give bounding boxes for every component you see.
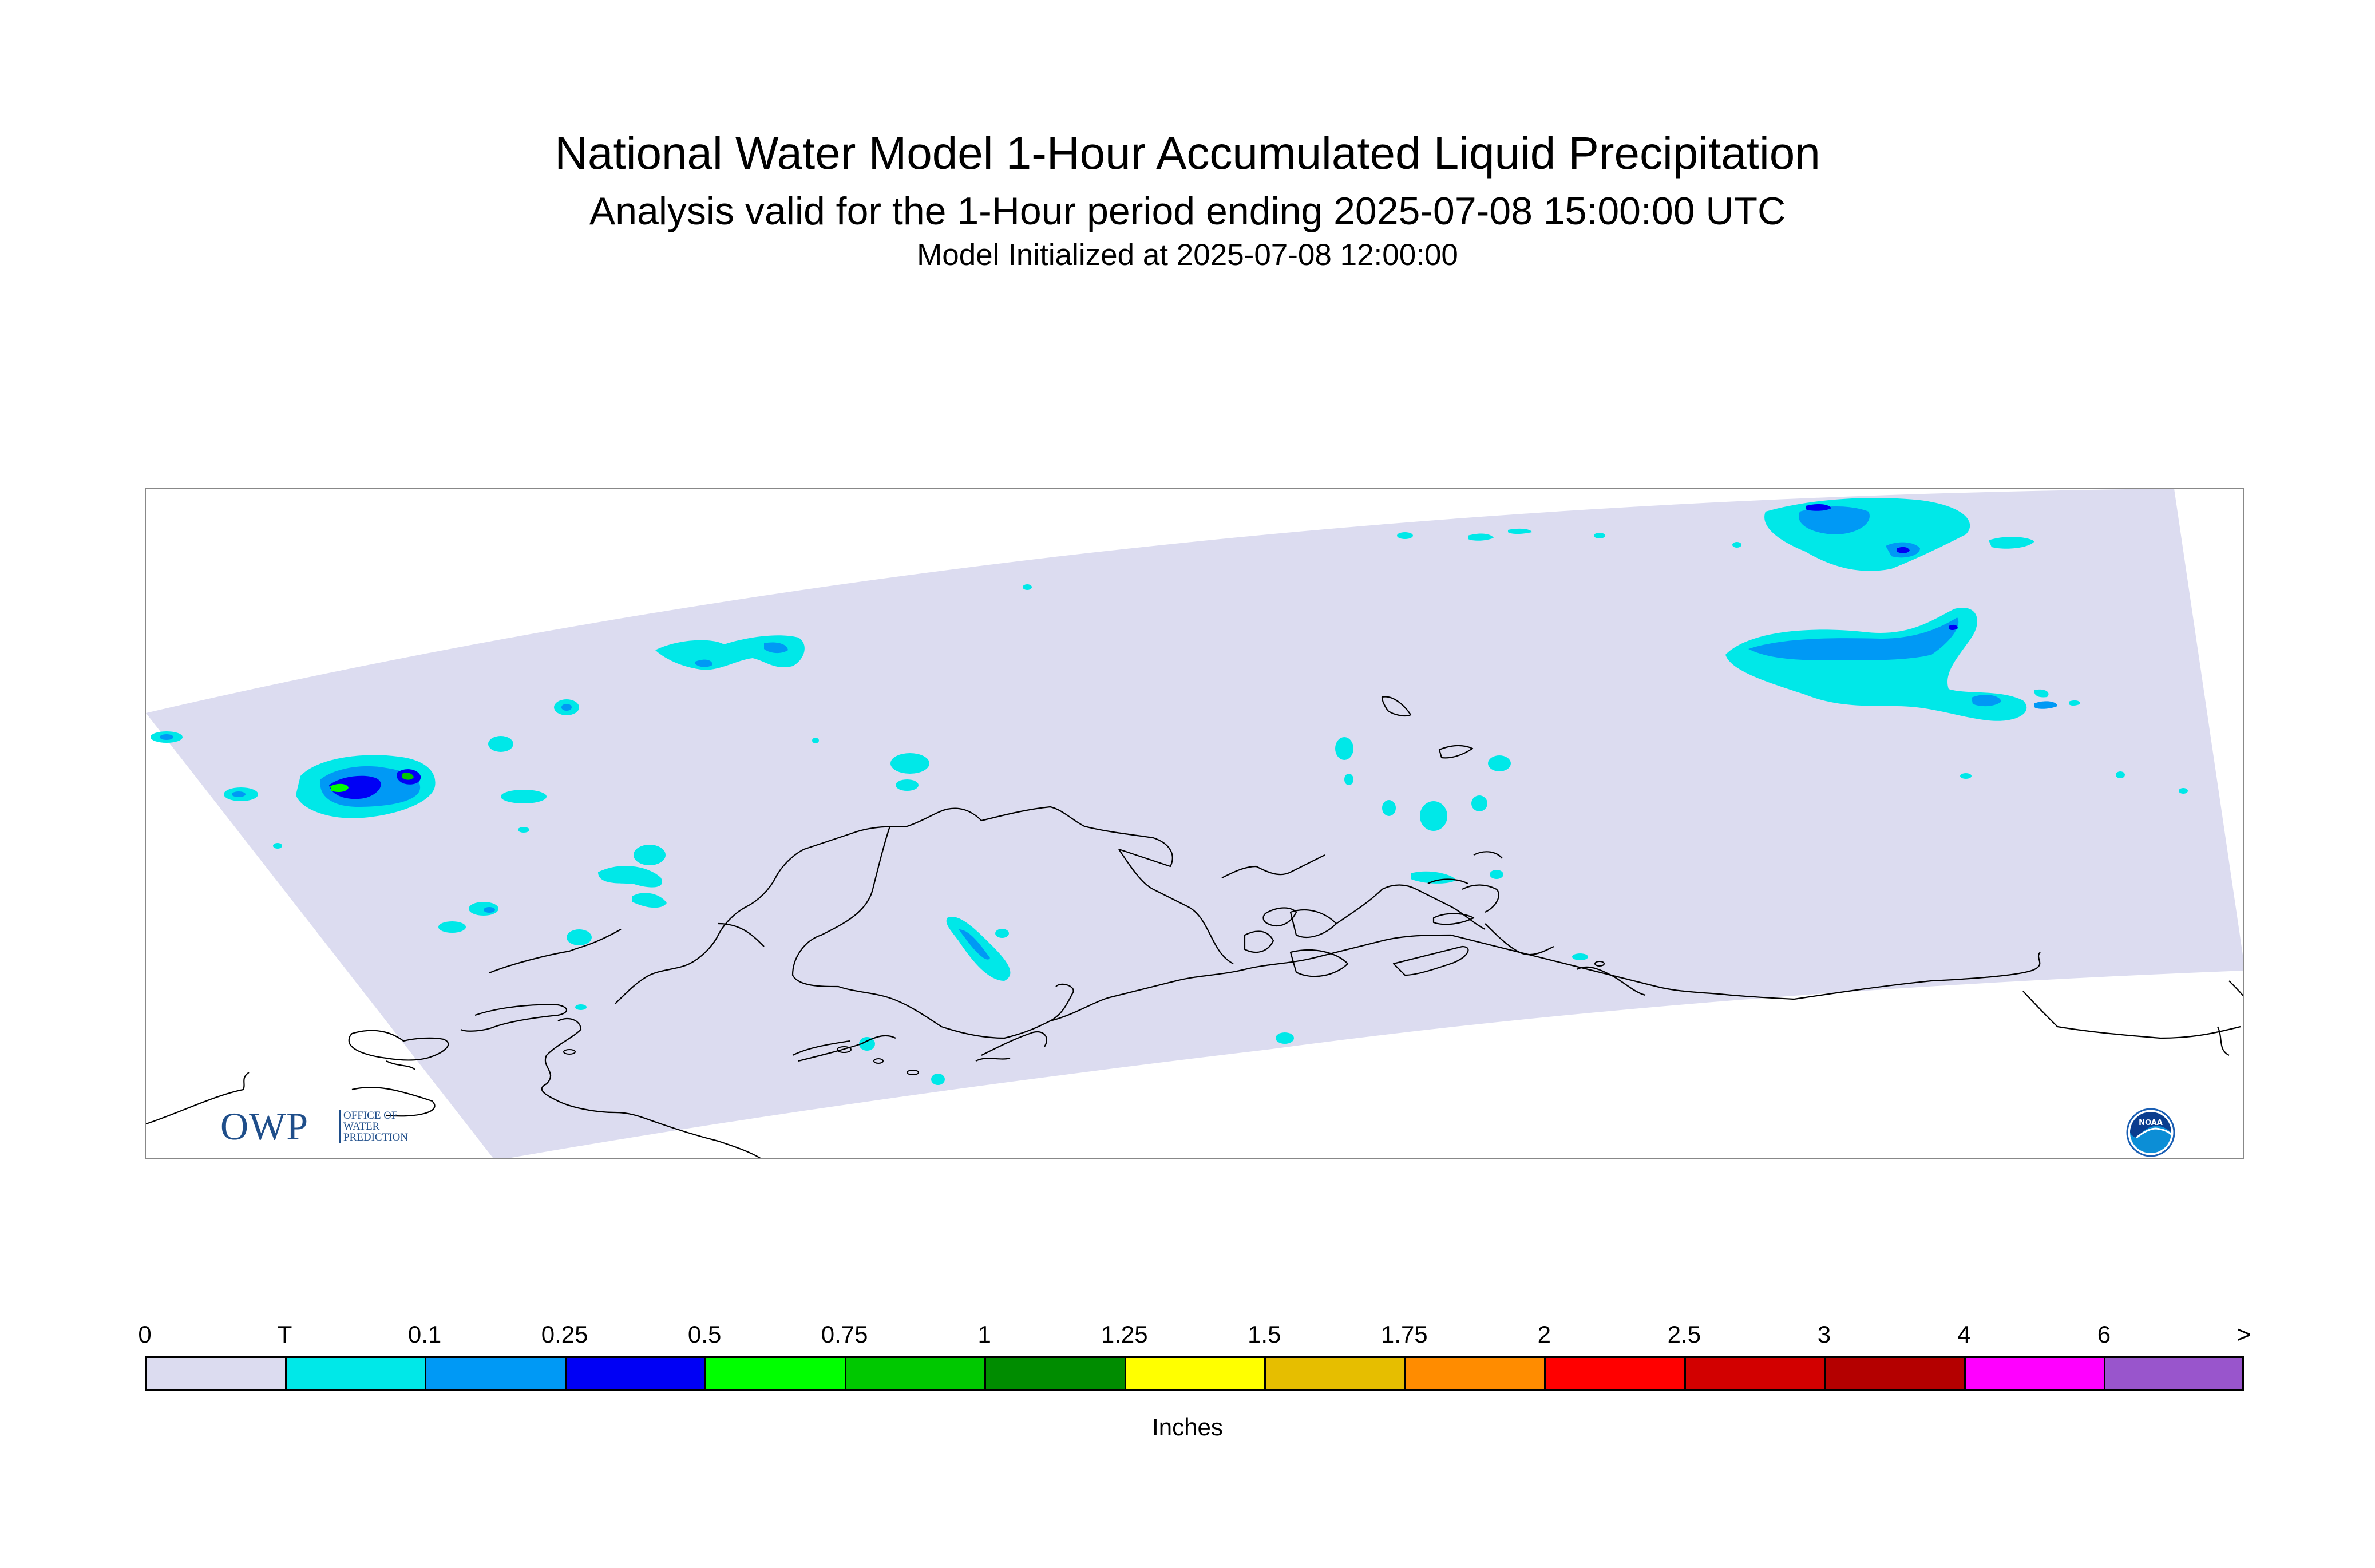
map-panel: OWP OFFICE OF WATER PREDICTION NOAA (145, 488, 2244, 1159)
legend-swatch-3 (564, 1356, 707, 1391)
owp-logo-line2: WATER (343, 1120, 380, 1133)
precip-cell-central-north (655, 635, 805, 670)
legend-tick-label-12: 3 (1817, 1321, 1831, 1348)
owp-logo-line3: PREDICTION (343, 1131, 408, 1143)
legend-tick-label-6: 1 (977, 1321, 991, 1348)
legend-tick-label-7: 1.25 (1101, 1321, 1148, 1348)
precip-cell-northeast (1468, 498, 2034, 571)
owp-logo-text: OFFICE OF WATER PREDICTION (339, 1110, 408, 1143)
legend-tick-label-3: 0.25 (541, 1321, 588, 1348)
precip-scattered (151, 532, 2188, 1085)
legend-tick-label-4: 0.5 (687, 1321, 722, 1348)
legend-tick-label-5: 0.75 (821, 1321, 868, 1348)
precip-cell-east (1725, 608, 2080, 721)
legend-tick-label-9: 1.75 (1380, 1321, 1428, 1348)
legend-swatch-2 (425, 1356, 567, 1391)
legend-swatch-14 (2104, 1356, 2244, 1391)
legend-units-label: Inches (1152, 1413, 1223, 1440)
color-legend (145, 1356, 2244, 1391)
map-subtitle: Analysis valid for the 1-Hour period end… (589, 189, 1786, 233)
legend-tick-label-15: > (2237, 1321, 2251, 1348)
legend-swatch-0 (145, 1356, 287, 1391)
legend-swatch-7 (1124, 1356, 1266, 1391)
legend-tick-label-13: 4 (1957, 1321, 1971, 1348)
noaa-logo-icon: NOAA (2126, 1108, 2175, 1157)
legend-tick-label-11: 2.5 (1667, 1321, 1701, 1348)
owp-logo-line1: OFFICE OF (343, 1110, 398, 1122)
legend-swatch-6 (984, 1356, 1126, 1391)
legend-swatch-4 (704, 1356, 846, 1391)
legend-swatch-12 (1824, 1356, 1966, 1391)
legend-tick-label-14: 6 (2097, 1321, 2111, 1348)
legend-tick-label-8: 1.5 (1248, 1321, 1281, 1348)
legend-swatch-11 (1684, 1356, 1826, 1391)
legend-swatch-13 (1964, 1356, 2106, 1391)
legend-tick-label-2: 0.1 (407, 1321, 442, 1348)
legend-tick-label-10: 2 (1537, 1321, 1551, 1348)
legend-tick-label-0: 0 (138, 1321, 152, 1348)
legend-swatch-10 (1544, 1356, 1686, 1391)
map-title: National Water Model 1-Hour Accumulated … (555, 128, 1820, 179)
islands (563, 961, 1605, 1075)
owp-logo-letters: OWP (220, 1104, 309, 1148)
legend-swatch-8 (1264, 1356, 1406, 1391)
legend-swatch-9 (1404, 1356, 1546, 1391)
owp-logo: OWP OFFICE OF WATER PREDICTION (220, 1107, 449, 1147)
map-canvas (146, 489, 2243, 1158)
legend-tick-label-1: T (277, 1321, 292, 1348)
model-domain (146, 489, 2243, 1158)
precip-cell-west (296, 755, 436, 818)
model-init-time: Model Initialized at 2025-07-08 12:00:00 (917, 238, 1458, 272)
noaa-logo-text: NOAA (2139, 1119, 2163, 1127)
legend-swatch-1 (284, 1356, 427, 1391)
legend-swatch-5 (844, 1356, 987, 1391)
coastline (146, 696, 2243, 1158)
